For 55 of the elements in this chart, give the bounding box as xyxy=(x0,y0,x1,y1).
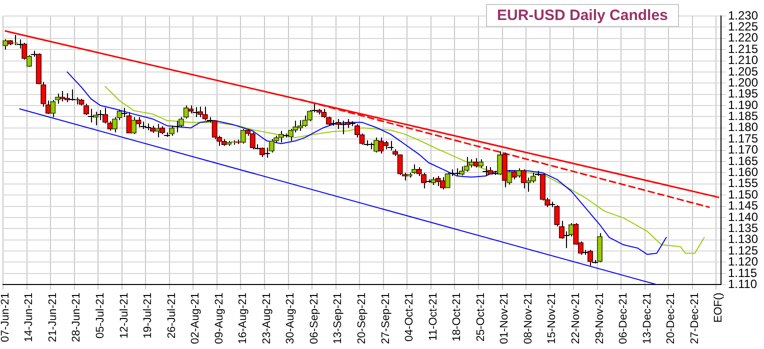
x-tick-label: 13-Dec-21 xyxy=(641,292,654,344)
candlestick xyxy=(339,120,346,135)
x-tick-label: 06-Dec-21 xyxy=(618,292,630,344)
x-tick-label: 19-Jul-21 xyxy=(142,292,154,338)
x-tick-label: 28-Jun-21 xyxy=(70,292,83,342)
x-tick-label: 11-Oct-21 xyxy=(427,292,440,341)
candlestick xyxy=(240,128,246,144)
x-tick-label: 06-Sep-21 xyxy=(308,292,320,344)
candlestick xyxy=(444,172,450,188)
candlestick xyxy=(473,158,479,168)
x-tick-label: EOF() xyxy=(712,292,725,323)
x-tick-label: 09-Aug-21 xyxy=(213,292,226,344)
x-tick-label: 14-Jun-21 xyxy=(23,292,36,342)
candlestick xyxy=(464,156,470,172)
candlestick xyxy=(482,165,490,177)
candlestick xyxy=(516,168,522,178)
candlestick xyxy=(120,107,128,118)
candlestick xyxy=(411,164,418,174)
x-tick-label: 20-Dec-21 xyxy=(665,292,678,344)
x-tick-label: 23-Aug-21 xyxy=(260,292,273,344)
x-tick-label: 13-Sep-21 xyxy=(332,292,344,344)
x-tick-label: 02-Aug-21 xyxy=(190,292,202,344)
x-tick-label: 20-Sep-21 xyxy=(356,292,368,344)
candlestick xyxy=(173,120,180,133)
y-tick-label: 1.230 xyxy=(728,8,758,22)
x-tick-label: 08-Nov-21 xyxy=(522,292,534,344)
candlestick xyxy=(526,177,532,192)
x-tick-label: 01-Nov-21 xyxy=(498,292,511,344)
x-tick-label: 27-Sep-21 xyxy=(380,292,392,344)
x-tick-label: 21-Jun-21 xyxy=(46,292,59,342)
x-tick-label: 29-Nov-21 xyxy=(594,292,606,344)
x-tick-label: 27-Dec-21 xyxy=(688,292,701,344)
candlestick xyxy=(68,88,76,102)
x-tick-label: 05-Jul-21 xyxy=(94,292,107,338)
candlestick xyxy=(297,120,304,132)
x-tick-label: 18-Oct-21 xyxy=(451,292,464,342)
candlestick xyxy=(83,103,90,116)
x-tick-label: 30-Aug-21 xyxy=(284,292,297,344)
x-tick-label: 25-Oct-21 xyxy=(474,292,487,342)
x-tick-label: 04-Oct-21 xyxy=(404,292,416,342)
candlestick xyxy=(96,110,104,121)
candlestick xyxy=(87,108,94,123)
x-tick-label: 16-Aug-21 xyxy=(237,292,250,344)
x-tick-label: 15-Nov-21 xyxy=(546,292,558,344)
candlestick xyxy=(192,106,200,118)
candlestick xyxy=(520,168,526,189)
x-tick-label: 12-Jul-21 xyxy=(118,292,130,338)
x-tick-label: 07-Jun-21 xyxy=(0,292,12,342)
candlestick xyxy=(440,176,446,190)
x-tick-label: 26-Jul-21 xyxy=(166,292,178,338)
x-tick-label: 22-Nov-21 xyxy=(570,292,582,344)
chart-title: EUR-USD Daily Candles xyxy=(486,4,679,27)
candlestick xyxy=(454,168,461,177)
candlestick xyxy=(130,116,137,134)
candlestick xyxy=(435,176,441,187)
